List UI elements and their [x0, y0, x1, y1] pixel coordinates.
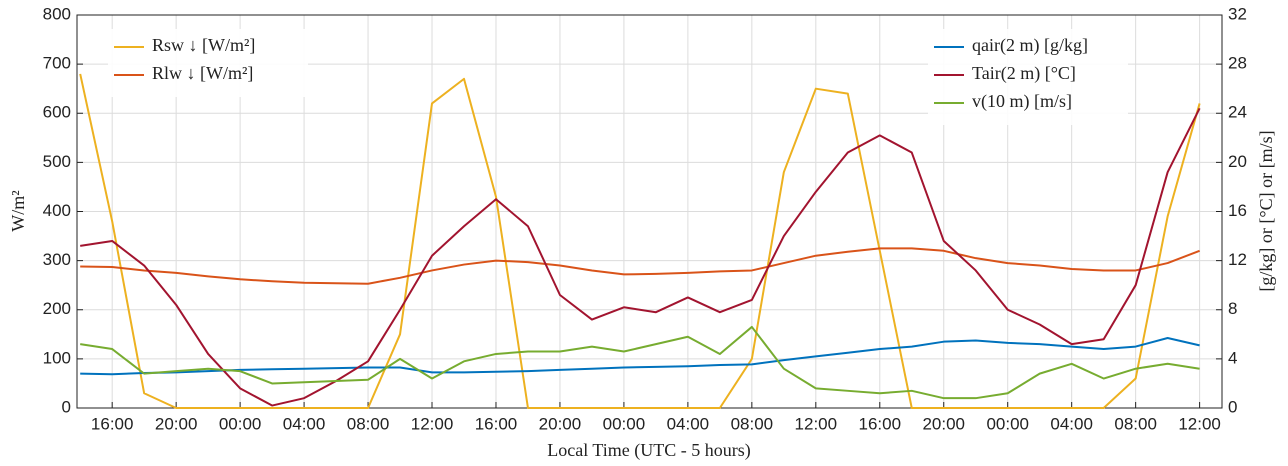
- y-tick-label: 600: [43, 103, 71, 122]
- y2-tick-label: 20: [1228, 152, 1247, 171]
- legend-box: [928, 29, 1128, 125]
- x-tick-label: 12:00: [411, 414, 454, 433]
- x-tick-label: 08:00: [731, 414, 774, 433]
- x-tick-label: 08:00: [1114, 414, 1157, 433]
- x-tick-label: 00:00: [219, 414, 262, 433]
- legend-label: v(10 m) [m/s]: [972, 91, 1072, 112]
- x-axis-label: Local Time (UTC - 5 hours): [547, 440, 750, 461]
- x-tick-label: 16:00: [475, 414, 518, 433]
- x-tick-label: 20:00: [539, 414, 582, 433]
- legend-label: Rsw ↓ [W/m²]: [152, 35, 255, 55]
- y-tick-label: 100: [43, 348, 71, 367]
- line-series: [80, 107, 1201, 407]
- y2-tick-label: 4: [1228, 348, 1237, 367]
- y-tick-label: 0: [62, 397, 71, 416]
- x-tick-label: 00:00: [986, 414, 1029, 433]
- y2-tick-label: 32: [1228, 4, 1247, 23]
- line-series: [79, 73, 1201, 409]
- y-axis-label: W/m²: [8, 190, 28, 231]
- y-tick-label: 200: [43, 299, 71, 318]
- x-tick-label: 16:00: [859, 414, 902, 433]
- y2-tick-label: 12: [1228, 250, 1247, 269]
- line-series: [80, 337, 1200, 376]
- x-tick-label: 04:00: [667, 414, 710, 433]
- line-series: [80, 247, 1200, 285]
- y2-tick-label: 24: [1228, 103, 1247, 122]
- line-series: [80, 325, 1200, 400]
- legend-label: qair(2 m) [g/kg]: [972, 35, 1088, 56]
- y2-axis-label: [g/kg] or [°C] or [m/s]: [1256, 130, 1276, 291]
- y-tick-label: 800: [43, 4, 71, 23]
- y-tick-label: 700: [43, 54, 71, 73]
- x-tick-label: 12:00: [1178, 414, 1221, 433]
- y2-tick-label: 28: [1228, 54, 1247, 73]
- y-tick-label: 500: [43, 152, 71, 171]
- x-tick-label: 04:00: [283, 414, 326, 433]
- legend-box: [108, 29, 308, 97]
- x-tick-label: 12:00: [795, 414, 838, 433]
- x-tick-label: 08:00: [347, 414, 390, 433]
- x-tick-label: 20:00: [155, 414, 198, 433]
- y-tick-label: 400: [43, 201, 71, 220]
- y-tick-label: 300: [43, 250, 71, 269]
- x-tick-label: 00:00: [603, 414, 646, 433]
- y2-tick-label: 0: [1228, 397, 1237, 416]
- x-tick-label: 16:00: [91, 414, 134, 433]
- x-tick-label: 20:00: [922, 414, 965, 433]
- y2-tick-label: 8: [1228, 299, 1237, 318]
- legend-label: Tair(2 m) [°C]: [972, 63, 1076, 84]
- y2-tick-label: 16: [1228, 201, 1247, 220]
- x-tick-label: 04:00: [1050, 414, 1093, 433]
- legend-label: Rlw ↓ [W/m²]: [152, 63, 253, 83]
